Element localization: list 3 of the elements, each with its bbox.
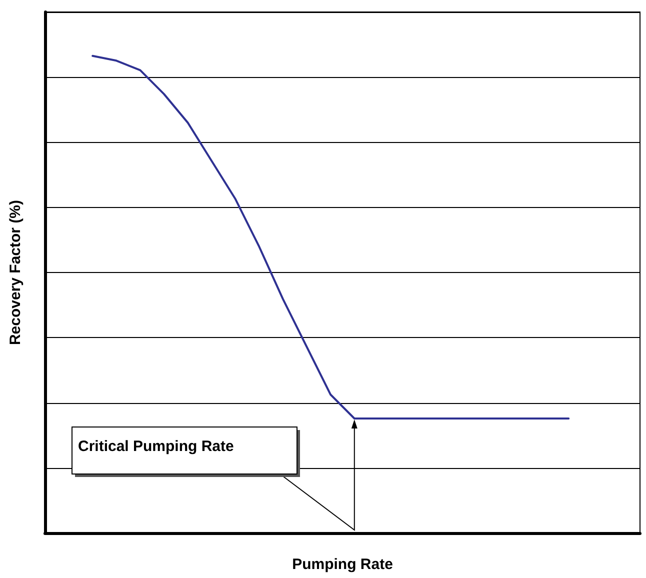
y-axis-title: Recovery Factor (%) xyxy=(7,200,24,346)
x-axis-title: Pumping Rate xyxy=(292,556,393,573)
annotation: Critical Pumping Rate xyxy=(78,438,234,455)
